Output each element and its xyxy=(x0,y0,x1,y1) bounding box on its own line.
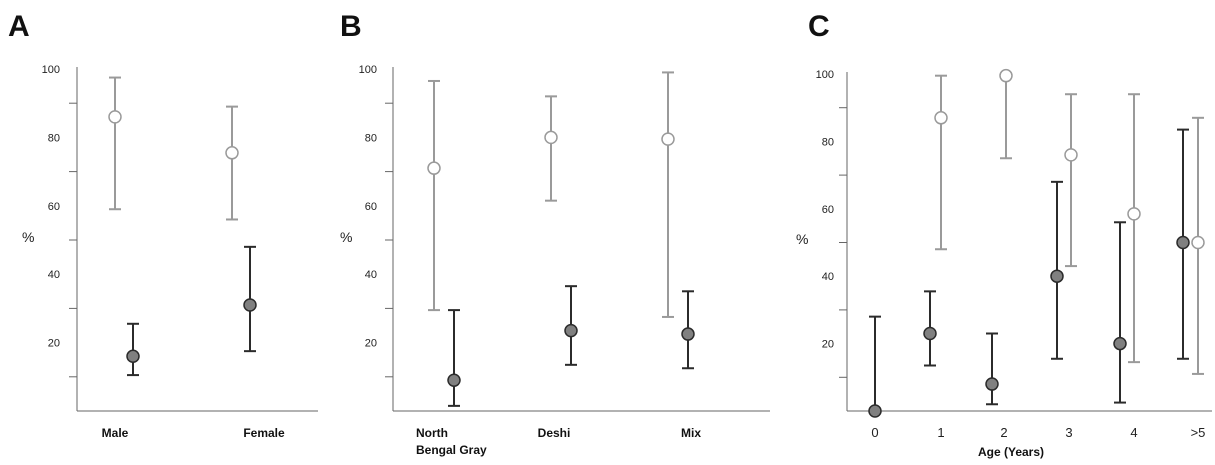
panel-b-category-labels: North Bengal Gray Deshi Mix xyxy=(416,426,701,457)
panel-b-filled-point-1 xyxy=(564,285,578,366)
panel-c-category-4: 4 xyxy=(1130,425,1137,440)
panel-b-filled-marker xyxy=(681,327,695,341)
panel-b-category-north-bengal-gray-line2: Bengal Gray xyxy=(416,443,487,457)
panel-b-open-marker xyxy=(661,132,675,146)
panel-c-y-tick-label: 40 xyxy=(822,271,834,283)
panel-a-filled-marker xyxy=(126,349,140,364)
panel-a-y-tick-label: 100 xyxy=(42,64,60,76)
panel-b-y-tick-label: 40 xyxy=(365,269,377,281)
panel-b-filled-point-2 xyxy=(681,290,695,370)
panel-a-y-tick-label: 20 xyxy=(48,338,60,350)
panel-c-filled-point-2 xyxy=(985,332,999,406)
panel-a-open-marker xyxy=(225,146,239,160)
panel-b: B % 20 40 60 80 100 North Bengal Gray Deshi … xyxy=(340,10,770,457)
panel-b-y-tick-label: 80 xyxy=(365,132,377,144)
panel-b-open-marker xyxy=(544,130,558,145)
panel-c-category-labels: 0 1 2 3 4 >5 xyxy=(871,425,1205,440)
panel-a-axes: 20 40 60 80 100 xyxy=(42,64,318,412)
panel-a-open-point-0 xyxy=(108,76,122,211)
panel-c-x-axis-label: Age (Years) xyxy=(978,445,1044,459)
panel-c-y-tick-label: 80 xyxy=(822,136,834,148)
panel-b-open-marker xyxy=(427,161,441,175)
panel-a-category-female: Female xyxy=(243,426,285,440)
panel-c-filled-point-3 xyxy=(1050,180,1064,360)
panel-c-open-point-1 xyxy=(934,74,948,251)
panel-c-filled-point-5 xyxy=(1176,128,1190,360)
panel-c-open-point-2 xyxy=(999,68,1013,160)
panel-c-open-marker xyxy=(999,68,1013,83)
panel-c-filled-point-1 xyxy=(923,290,937,367)
panel-c-filled-marker xyxy=(1176,235,1190,250)
panel-a-category-male: Male xyxy=(102,426,129,440)
panel-c-y-tick-label: 20 xyxy=(822,339,834,351)
panel-c-y-tick-label: 100 xyxy=(816,69,834,81)
panel-a-y-tick-label: 40 xyxy=(48,269,60,281)
panel-b-filled-marker xyxy=(447,373,461,387)
panel-b-category-deshi: Deshi xyxy=(538,426,571,440)
panel-c-open-marker xyxy=(1064,148,1078,162)
panel-c-category-2: 2 xyxy=(1000,425,1007,440)
panel-c-open-marker xyxy=(1191,235,1205,250)
panel-b-y-tick-label: 100 xyxy=(359,64,377,76)
panel-b-marks xyxy=(427,71,695,407)
panel-b-axes: 20 40 60 80 100 xyxy=(359,64,770,412)
panel-b-open-point-0 xyxy=(427,79,441,312)
panel-c-filled-point-0 xyxy=(868,315,882,418)
panel-c-open-marker xyxy=(1127,207,1141,221)
panel-c-open-point-3 xyxy=(1064,93,1078,268)
panel-c-filled-marker xyxy=(985,377,999,391)
panel-b-filled-marker xyxy=(564,323,578,338)
panel-b-open-point-1 xyxy=(544,95,558,202)
panel-c-filled-point-4 xyxy=(1113,221,1127,404)
panel-c-filled-marker xyxy=(923,326,937,341)
panel-c-category-3: 3 xyxy=(1065,425,1072,440)
panel-b-y-axis-label: % xyxy=(340,229,352,245)
panel-a-y-tick-label: 60 xyxy=(48,201,60,213)
panel-c-filled-marker xyxy=(1050,269,1064,283)
panel-b-category-north-bengal-gray-line1: North xyxy=(416,426,448,440)
panel-c-category-0: 0 xyxy=(871,425,878,440)
panel-c-axes: 20 40 60 80 100 xyxy=(816,69,1212,412)
panel-b-y-tick-label: 60 xyxy=(365,201,377,213)
panel-c-open-point-4 xyxy=(1127,93,1141,364)
panel-a-letter: A xyxy=(8,10,30,43)
panel-c-marks xyxy=(868,68,1205,418)
panel-a-filled-marker xyxy=(243,298,257,312)
panel-c-category-5: >5 xyxy=(1191,425,1206,440)
panel-c-filled-marker xyxy=(868,404,882,418)
panel-b-open-point-2 xyxy=(661,71,675,318)
panel-b-y-tick-label: 20 xyxy=(365,338,377,350)
panel-b-filled-point-0 xyxy=(447,309,461,407)
panel-c: C % 20 40 60 80 100 0 1 2 3 4 >5 Age (Years) xyxy=(796,10,1212,459)
panel-c-letter: C xyxy=(808,10,830,43)
panel-a-filled-point-1 xyxy=(243,245,257,353)
panel-c-y-axis-label: % xyxy=(796,231,808,247)
panel-a-open-marker xyxy=(108,110,122,124)
panel-c-category-1: 1 xyxy=(937,425,944,440)
panel-b-letter: B xyxy=(340,10,362,43)
panel-a-y-tick-label: 80 xyxy=(48,132,60,144)
panel-a-open-point-1 xyxy=(225,105,239,221)
panel-a-y-axis-label: % xyxy=(22,229,34,245)
panel-c-filled-marker xyxy=(1113,336,1127,351)
panel-a-filled-point-0 xyxy=(126,322,140,377)
panel-b-category-mix: Mix xyxy=(681,426,701,440)
panel-a-category-labels: Male Female xyxy=(102,426,285,440)
panel-a: A % 20 40 60 80 100 Male Female xyxy=(8,10,318,440)
panel-c-open-point-5 xyxy=(1191,116,1205,375)
panel-a-marks xyxy=(108,76,257,377)
panel-c-y-tick-label: 60 xyxy=(822,204,834,216)
panel-c-open-marker xyxy=(934,111,948,125)
